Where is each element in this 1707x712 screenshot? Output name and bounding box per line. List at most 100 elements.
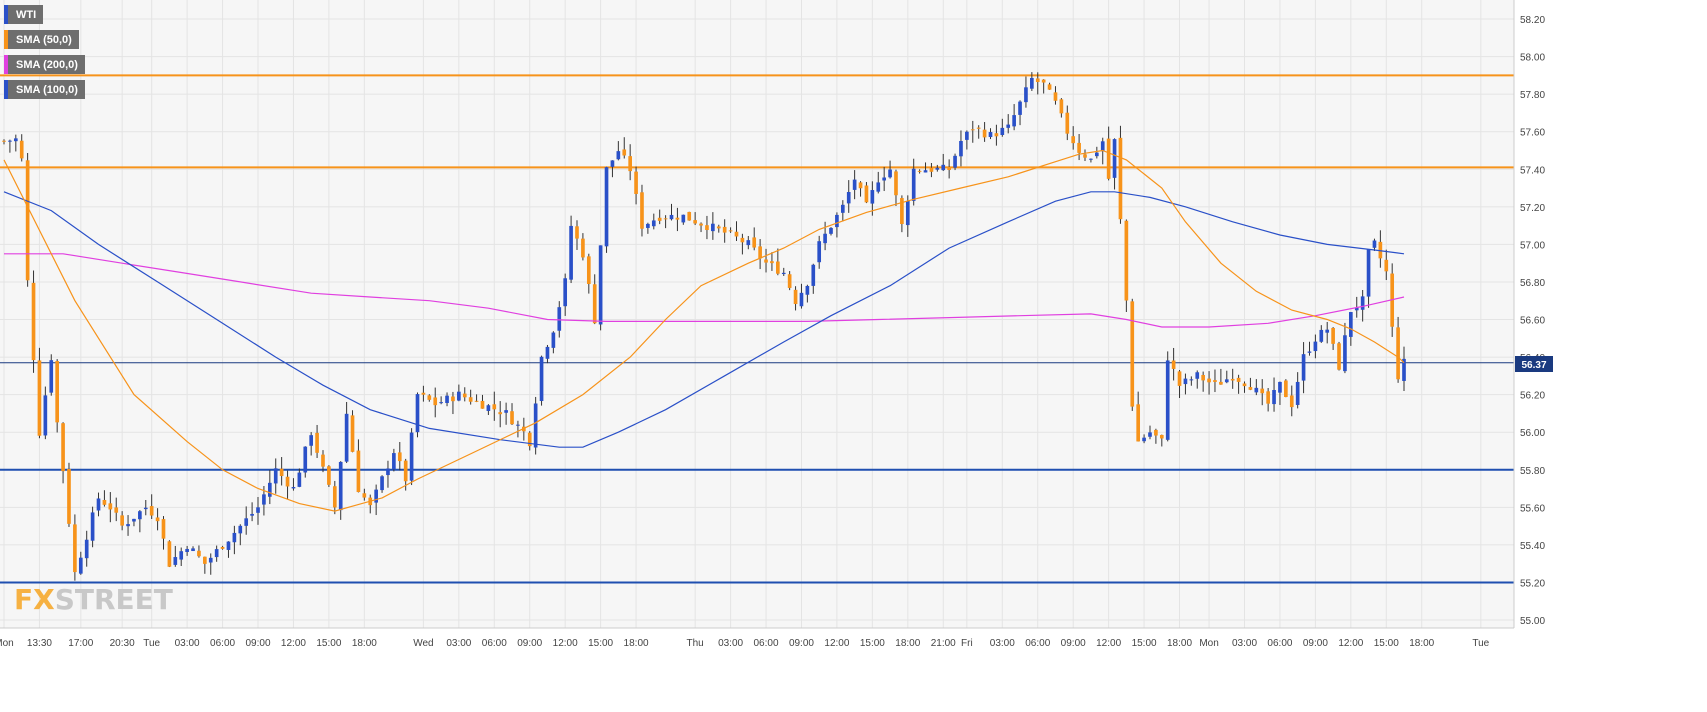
x-tick-label: 18:00 [624,638,649,649]
candle-body [752,237,757,248]
candle-body [923,170,928,173]
y-tick-label: 57.60 [1520,128,1545,139]
candle-body [1289,395,1294,408]
x-tick-label: 15:00 [1132,638,1157,649]
candle-body [303,446,308,473]
candle-body [1248,387,1253,390]
sma100-line [3,191,1405,448]
sma200-line [4,253,1405,328]
candle-body [1071,136,1076,144]
legend-item[interactable]: SMA (50,0) [4,30,79,49]
candle-body [1366,249,1371,297]
candle-body [386,468,390,476]
candle-body [238,525,243,534]
x-tick-label: 06:00 [210,638,235,649]
candle-body [994,133,999,137]
candle-body [173,557,178,565]
legend-swatch [4,30,8,49]
candle-body [864,185,869,203]
candle-body [610,160,615,167]
candle-body [823,233,827,244]
x-tick-label: 15:00 [860,638,885,649]
candle-body [1159,434,1164,439]
x-tick-label: 21:00 [931,638,956,649]
candle-body [805,285,810,295]
legend-swatch [4,55,8,74]
candle-body [49,360,54,393]
candle-body [167,541,172,567]
legend-item[interactable]: WTI [4,5,44,24]
candle-body [13,138,18,142]
x-tick-label: Tue [143,638,160,649]
candle-body [61,423,65,472]
candle-body [563,278,568,307]
candle-body [1100,141,1105,152]
candle-body [858,182,863,189]
candle-body [244,518,249,526]
y-tick-label: 55.00 [1520,616,1545,627]
candle-body [628,156,632,172]
candle-body [699,223,703,226]
x-tick-label: 06:00 [1267,638,1292,649]
x-tick-label: 06:00 [754,638,779,649]
candle-body [840,204,845,213]
candle-body [468,397,473,402]
x-tick-label: 09:00 [1061,638,1086,649]
candle-body [1337,343,1341,370]
x-tick-label: Mon [1199,638,1218,649]
candle-body [640,192,644,229]
x-tick-label: 09:00 [245,638,270,649]
x-tick-label: 18:00 [1409,638,1434,649]
y-tick-label: 56.00 [1520,428,1545,439]
candle-body [770,261,774,264]
legend-item[interactable]: SMA (100,0) [4,80,85,99]
x-tick-label: 09:00 [517,638,542,649]
candle-body [663,218,668,220]
candle-body [705,225,709,231]
x-tick-label: 03:00 [1232,638,1257,649]
candle-body [1242,383,1247,387]
candle-body [616,151,621,160]
candle-body [811,264,816,286]
candle-body [1319,329,1324,342]
y-tick-label: 55.20 [1520,578,1545,589]
candle-body [403,460,408,482]
candle-body [203,556,207,564]
candle-body [634,171,638,194]
candle-body [327,466,331,485]
candle-body [793,289,798,305]
candle-body [970,129,975,131]
candle-body [273,468,278,484]
candle-body [870,190,875,204]
candle-body [876,182,881,192]
candle-body [764,259,768,263]
candle-body [846,192,851,204]
candle-body [776,261,780,274]
x-axis: Mon 13:30 17:00 20:30 Tue 03:00 06:00 09:00 12:0… [0,627,1514,649]
candle-body [1142,437,1146,442]
candle-body [1384,259,1389,272]
candle-body [1295,381,1300,405]
candle-body [1354,307,1359,311]
candle-body [504,410,508,413]
legend-swatch [4,5,8,24]
x-tick-label: 09:00 [789,638,814,649]
y-tick-label: 57.80 [1520,90,1545,101]
candle-body [1189,379,1194,381]
y-tick-label: 57.00 [1520,240,1545,251]
candle-body [1065,112,1070,134]
candle-body [1372,240,1377,248]
x-tick-label: 09:00 [1303,638,1328,649]
legend-label: SMA (100,0) [16,83,78,96]
legend-item[interactable]: SMA (200,0) [4,55,85,74]
y-tick-label: 56.20 [1520,391,1545,402]
candle-body [1325,329,1330,333]
candle-body [1059,99,1064,114]
candle-body [941,164,946,171]
candle-body [734,231,739,237]
candle-body [439,402,443,404]
candle-body [297,472,302,487]
watermark: FXSTREET [14,583,173,616]
candle-body [462,393,467,398]
legend-label: SMA (200,0) [16,58,78,71]
